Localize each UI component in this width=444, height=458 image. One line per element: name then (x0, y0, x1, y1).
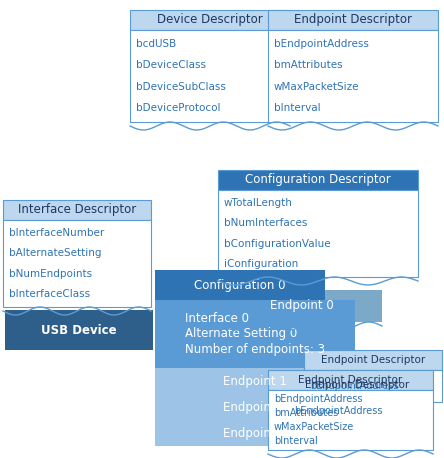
Text: Endpoint Descriptor: Endpoint Descriptor (298, 375, 403, 385)
Text: bInterfaceClass: bInterfaceClass (9, 289, 90, 299)
Bar (3, 220, 151, 307)
Bar (155, 394, 355, 420)
Text: bEndpointAddress: bEndpointAddress (294, 406, 382, 416)
Text: Device Descriptor: Device Descriptor (157, 13, 263, 27)
Text: bNumInterfaces: bNumInterfaces (224, 218, 307, 229)
Bar (222, 290, 382, 322)
Bar (268, 390, 433, 450)
Text: wTotalLength: wTotalLength (224, 198, 293, 208)
Text: bDeviceProtocol: bDeviceProtocol (136, 103, 221, 113)
Text: bInterval: bInterval (274, 103, 321, 113)
Text: wMaxPacketSize: wMaxPacketSize (274, 82, 360, 92)
Text: Interface 0
Alternate Setting 0
Number of endpoints: 3: Interface 0 Alternate Setting 0 Number o… (185, 312, 325, 355)
Text: bAlternateSetting: bAlternateSetting (9, 248, 102, 258)
Bar (130, 30, 290, 122)
Text: bConfigurationValue: bConfigurationValue (224, 239, 331, 249)
Bar (288, 375, 426, 395)
Bar (130, 10, 290, 30)
Text: Endpoint Descriptor: Endpoint Descriptor (305, 380, 409, 390)
Text: Endpoint 1: Endpoint 1 (223, 375, 287, 387)
Text: Endpoint 0: Endpoint 0 (270, 300, 334, 312)
Text: bEndpointAddress: bEndpointAddress (274, 39, 369, 49)
Bar (288, 395, 426, 427)
Text: bmAttributes: bmAttributes (274, 408, 338, 418)
Text: bmAttributes: bmAttributes (274, 60, 343, 70)
Bar (218, 190, 418, 277)
Text: Endpoint 3: Endpoint 3 (223, 426, 287, 440)
Bar (218, 170, 418, 190)
Bar (304, 370, 442, 402)
Text: wMaxPacketSize: wMaxPacketSize (274, 422, 354, 432)
Text: Interface Descriptor: Interface Descriptor (18, 203, 136, 217)
Bar (155, 420, 355, 446)
Bar (304, 350, 442, 370)
Bar (268, 30, 438, 122)
Text: bDeviceClass: bDeviceClass (136, 60, 206, 70)
Text: Endpoint Descriptor: Endpoint Descriptor (294, 13, 412, 27)
Text: bInterfaceNumber: bInterfaceNumber (9, 228, 104, 238)
Text: bEndpointAddress: bEndpointAddress (274, 394, 362, 404)
Text: bEndpointAddress: bEndpointAddress (310, 381, 399, 391)
Text: bcdUSB: bcdUSB (136, 39, 176, 49)
Bar (268, 10, 438, 30)
Bar (5, 310, 153, 350)
Text: Endpoint Descriptor: Endpoint Descriptor (321, 355, 425, 365)
Text: bInterval: bInterval (274, 436, 318, 446)
Bar (155, 270, 325, 300)
Text: Configuration 0: Configuration 0 (194, 278, 286, 291)
Bar (268, 370, 433, 390)
Bar (155, 300, 355, 368)
Bar (3, 200, 151, 220)
Bar (155, 368, 355, 394)
Text: Configuration Descriptor: Configuration Descriptor (245, 174, 391, 186)
Text: bDeviceSubClass: bDeviceSubClass (136, 82, 226, 92)
Text: iConfiguration: iConfiguration (224, 259, 298, 269)
Text: Endpoint 2: Endpoint 2 (223, 400, 287, 414)
Text: bNumEndpoints: bNumEndpoints (9, 268, 92, 278)
Text: USB Device: USB Device (41, 323, 117, 337)
